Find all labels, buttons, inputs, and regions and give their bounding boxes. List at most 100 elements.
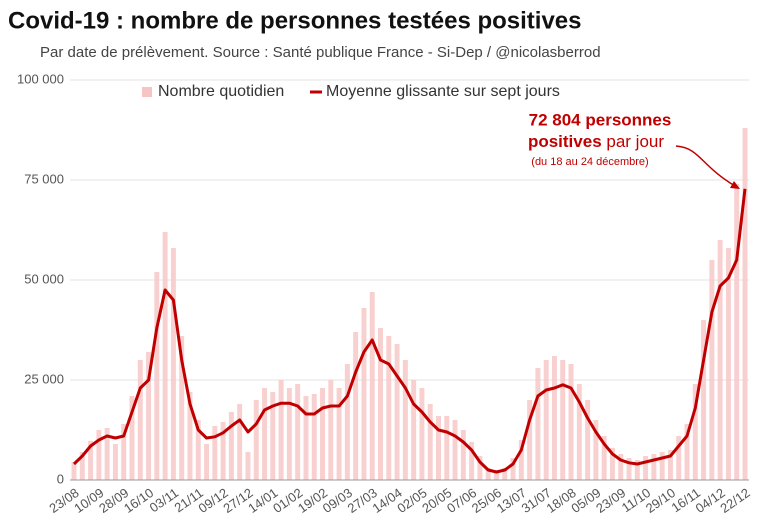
daily-bar [71,462,77,480]
y-tick-label: 100 000 [17,71,64,86]
daily-bar [104,428,110,480]
daily-bar [328,380,334,480]
daily-bar [146,352,152,480]
daily-bar [527,400,533,480]
annotation-arrowhead [730,181,740,189]
moving-average-line [72,188,747,474]
daily-bar [303,396,309,480]
daily-bar [88,440,94,480]
daily-bar [336,388,342,480]
daily-bar [386,336,392,480]
daily-bar [286,388,292,480]
daily-bar [378,328,383,480]
daily-bar [154,272,160,480]
daily-bar [237,404,243,480]
annotation-arrow [675,145,736,187]
daily-bar [344,364,350,480]
chart-subtitle: Par date de prélèvement. Source : Santé … [40,44,601,61]
daily-bar [444,416,450,480]
daily-bar [295,384,301,480]
daily-bar [684,424,690,480]
daily-bar [518,440,524,480]
daily-bar [170,248,176,480]
daily-bar [195,420,201,480]
daily-bar [137,360,143,480]
daily-bar [96,430,102,480]
daily-bar [220,422,226,480]
daily-bar [112,444,118,480]
daily-bar [394,344,400,480]
legend-label: Nombre quotidien [158,83,284,100]
daily-bar [667,450,673,480]
daily-bar [618,454,624,480]
daily-bar [717,240,723,480]
chart-title: Covid-19 : nombre de personnes testées p… [8,7,582,34]
daily-bar [436,416,441,480]
daily-bar [568,364,574,480]
daily-bar [460,430,466,480]
daily-bar [543,360,549,480]
daily-bar [179,336,185,480]
daily-bar [361,308,367,480]
daily-bar [162,232,168,480]
annotation-line2: positives par jour [528,132,664,151]
daily-bar [253,400,259,480]
daily-bar [576,384,582,480]
y-tick-label: 50 000 [24,271,64,286]
legend-label: Moyenne glissante sur sept jours [326,83,560,100]
daily-bar [411,380,417,480]
y-tick-label: 75 000 [24,171,64,186]
daily-bar [560,360,566,480]
daily-bar [427,404,433,480]
daily-bar [601,436,607,480]
daily-bar [659,452,665,480]
daily-bar [320,388,326,480]
daily-bar [129,396,135,480]
daily-bar [701,320,707,480]
daily-bar [502,468,508,480]
x-tick-label: 22/12 [717,485,752,516]
annotation-normal: par jour [606,132,664,151]
daily-bar [535,368,541,480]
daily-bar [402,360,408,480]
daily-bar [485,468,491,480]
daily-bar [692,384,698,480]
annotation-bold: positives [528,132,602,151]
annotation-line3: (du 18 au 24 décembre) [531,156,648,168]
daily-bar [477,456,483,480]
daily-bar [228,412,234,480]
daily-bar [212,426,218,480]
daily-bar [493,470,499,480]
daily-bar [79,452,85,480]
daily-bar [369,292,375,480]
daily-bar [278,380,284,480]
daily-bar [676,436,682,480]
daily-bar [609,448,615,480]
daily-bar [187,392,193,480]
daily-bar [270,392,276,480]
daily-bar [469,442,475,480]
daily-bar [643,456,649,480]
daily-bar [121,424,127,480]
daily-bar [742,128,748,480]
daily-bar [585,400,591,480]
daily-bar [593,420,599,480]
daily-bar [725,248,731,480]
daily-bar [262,388,268,480]
annotation-line1: 72 804 personnes [529,110,672,129]
daily-bar [551,356,557,480]
daily-bar [452,420,458,480]
daily-bar [709,260,715,480]
daily-bar [245,452,251,480]
daily-bar [510,458,516,480]
daily-bar [734,184,740,480]
daily-bar [204,444,210,480]
daily-bar [651,454,657,480]
y-tick-label: 25 000 [24,371,64,386]
daily-bar [353,332,359,480]
daily-bar [419,388,425,480]
legend-swatch [142,87,152,97]
daily-bar [311,394,317,480]
y-tick-label: 0 [57,471,64,486]
